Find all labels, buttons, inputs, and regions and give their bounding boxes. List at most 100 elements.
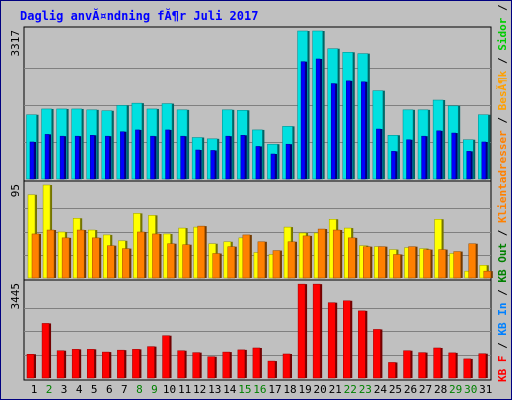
legend-separator: / xyxy=(496,110,509,130)
bar-hits-Filer-day-25 xyxy=(391,151,396,180)
bar-kb-KB F-day-8 xyxy=(132,349,140,379)
bar-visits-Klientadresser-day-12 xyxy=(197,225,205,279)
bar-visits-Klientadresser-day-28 xyxy=(438,249,446,279)
bar-visits-Klientadresser-day-4 xyxy=(76,229,85,279)
x-label-day-25: 25 xyxy=(389,383,402,396)
bar-kb-KB F-day-15 xyxy=(237,349,246,379)
bar-visits-Klientadresser-day-1 xyxy=(31,233,40,279)
bar-visits-Klientadresser-day-24 xyxy=(378,246,386,279)
bar-visits-Klientadresser-day-29 xyxy=(453,251,461,279)
bar-kb-KB F-day-2 xyxy=(41,323,50,379)
bar-visits-Klientadresser-day-30 xyxy=(468,243,476,279)
bar-visits-Klientadresser-day-3 xyxy=(61,237,70,279)
x-label-day-15: 15 xyxy=(238,383,251,396)
x-label-day-29: 29 xyxy=(449,383,462,396)
bar-kb-KB F-day-22 xyxy=(343,300,351,379)
bar-hits-Filer-day-3 xyxy=(59,135,65,180)
x-label-day-12: 12 xyxy=(193,383,206,396)
bar-visits-Klientadresser-day-15 xyxy=(242,234,251,279)
bar-visits-Klientadresser-day-27 xyxy=(423,249,431,279)
bar-hits-Filer-day-23 xyxy=(361,81,366,180)
bar-visits-Klientadresser-day-20 xyxy=(317,228,326,279)
x-label-day-11: 11 xyxy=(178,383,191,396)
bar-kb-KB F-day-1 xyxy=(26,354,35,379)
panel-kb: 3445 xyxy=(9,279,492,381)
bar-kb-KB F-day-13 xyxy=(207,356,215,379)
bar-kb-KB F-day-23 xyxy=(358,310,366,379)
x-label-day-16: 16 xyxy=(253,383,266,396)
legend-item-KB-F: KB F xyxy=(496,356,509,383)
x-label-day-4: 4 xyxy=(76,383,83,396)
bar-visits-Klientadresser-day-31 xyxy=(483,270,492,279)
bar-hits-Filer-day-24 xyxy=(376,128,381,180)
bar-kb-KB F-day-5 xyxy=(86,349,95,379)
bar-visits-Klientadresser-day-22 xyxy=(348,237,356,279)
chart-title: Daglig anvĂ¤ndning fĂ¶r Juli 2017 xyxy=(20,9,259,23)
bar-kb-KB F-day-6 xyxy=(102,351,110,379)
bar-kb-KB F-day-9 xyxy=(147,346,155,379)
bar-hits-Filer-day-26 xyxy=(406,139,411,180)
bar-kb-KB F-day-19 xyxy=(297,283,306,379)
x-label-day-6: 6 xyxy=(106,383,113,396)
ymax-label-hits: 3317 xyxy=(9,30,22,57)
bar-hits-Filer-day-11 xyxy=(180,135,185,180)
legend-separator: / xyxy=(496,336,509,356)
bar-kb-KB F-day-29 xyxy=(448,352,456,379)
bar-hits-Filer-day-31 xyxy=(481,141,487,180)
x-label-day-1: 1 xyxy=(31,383,38,396)
x-label-day-18: 18 xyxy=(283,383,296,396)
legend-separator: / xyxy=(496,283,509,303)
legend-item-Klientadresser: Klientadresser xyxy=(496,130,509,223)
legend: KB F / KB In / KB Out / Klientadresser /… xyxy=(496,1,509,382)
panels: 3317 95 3445 xyxy=(9,26,493,381)
bar-hits-Filer-day-27 xyxy=(421,135,426,180)
legend-item-BesĂ¶k: BesĂ¶k xyxy=(496,70,509,110)
bar-hits-Filer-day-20 xyxy=(315,58,321,180)
bar-kb-KB F-day-12 xyxy=(192,352,200,379)
bar-hits-Filer-day-5 xyxy=(89,135,95,180)
bar-hits-Filer-day-4 xyxy=(74,135,80,180)
x-label-day-20: 20 xyxy=(314,383,327,396)
x-label-day-2: 2 xyxy=(46,383,53,396)
ymax-label-kb: 3445 xyxy=(9,283,22,310)
bar-hits-Filer-day-15 xyxy=(240,135,246,180)
bar-kb-KB F-day-17 xyxy=(267,360,276,379)
legend-item-KB-In: KB In xyxy=(496,303,509,336)
bar-visits-Klientadresser-day-11 xyxy=(182,244,190,279)
bar-kb-KB F-day-7 xyxy=(117,349,125,379)
bar-hits-Filer-day-1 xyxy=(29,141,35,180)
bar-visits-Klientadresser-day-6 xyxy=(107,245,115,279)
bar-hits-Filer-day-22 xyxy=(346,80,351,180)
bar-hits-Filer-day-6 xyxy=(105,135,110,180)
legend-separator: / xyxy=(496,1,509,18)
bar-visits-Klientadresser-day-10 xyxy=(167,243,175,279)
bar-kb-KB F-day-24 xyxy=(373,329,381,379)
bar-hits-Filer-day-19 xyxy=(300,61,306,180)
bar-hits-Filer-day-13 xyxy=(210,150,215,180)
x-axis-labels: 1 2 3 4 5 6 7 8 9 10 11 12 13 14 15 16 17 18 19 20 21 22 23 24 2… xyxy=(31,383,493,396)
bar-kb-KB F-day-16 xyxy=(252,347,261,379)
x-label-day-19: 19 xyxy=(298,383,311,396)
bar-visits-Klientadresser-day-26 xyxy=(408,246,416,279)
bar-kb-KB F-day-3 xyxy=(56,350,65,379)
bar-kb-KB F-day-18 xyxy=(282,353,291,379)
bar-kb-KB F-day-25 xyxy=(388,362,396,379)
bar-kb-KB F-day-27 xyxy=(418,352,426,379)
panel-hits: 3317 xyxy=(9,26,492,182)
x-label-day-9: 9 xyxy=(151,383,158,396)
bar-kb-KB F-day-31 xyxy=(478,353,487,379)
bar-kb-KB F-day-30 xyxy=(463,358,471,379)
legend-item-Sidor: Sidor xyxy=(496,17,509,50)
bar-kb-KB F-day-10 xyxy=(162,335,170,379)
bar-hits-Filer-day-12 xyxy=(195,149,200,180)
x-label-day-21: 21 xyxy=(329,383,342,396)
bar-hits-Filer-day-8 xyxy=(135,129,140,180)
bar-visits-Klientadresser-day-8 xyxy=(137,231,145,279)
bar-kb-KB F-day-11 xyxy=(177,350,185,379)
legend-separator: / xyxy=(496,223,509,243)
legend-text: KB F / KB In / KB Out / Klientadresser /… xyxy=(496,1,509,382)
bar-hits-Filer-day-14 xyxy=(225,135,231,180)
x-label-day-31: 31 xyxy=(479,383,492,396)
x-label-day-28: 28 xyxy=(434,383,447,396)
